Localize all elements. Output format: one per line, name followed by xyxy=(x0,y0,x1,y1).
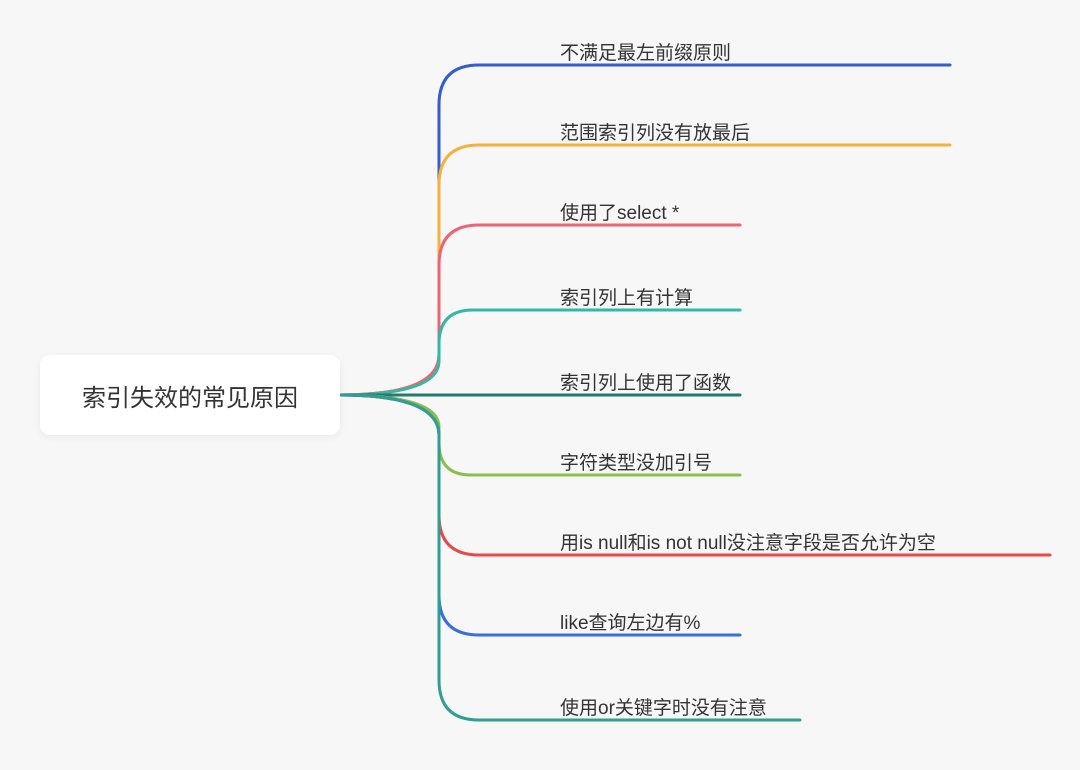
leaf-node: 范围索引列没有放最后 xyxy=(560,118,750,145)
leaf-node: 不满足最左前缀原则 xyxy=(560,38,731,65)
root-node: 索引失效的常见原因 xyxy=(40,355,340,435)
leaf-label: like查询左边有% xyxy=(560,613,700,634)
mindmap-canvas: 索引失效的常见原因 不满足最左前缀原则范围索引列没有放最后使用了select *… xyxy=(0,0,1080,770)
branch-connector xyxy=(340,145,950,395)
leaf-label: 索引列上有计算 xyxy=(560,288,693,309)
leaf-node: 使用or关键字时没有注意 xyxy=(560,693,767,720)
leaf-node: 索引列上使用了函数 xyxy=(560,368,731,395)
leaf-label: 使用了select * xyxy=(560,203,679,224)
leaf-label: 不满足最左前缀原则 xyxy=(560,43,731,64)
leaf-label: 范围索引列没有放最后 xyxy=(560,123,750,144)
branch-connector xyxy=(340,395,740,635)
leaf-node: like查询左边有% xyxy=(560,608,700,635)
leaf-node: 索引列上有计算 xyxy=(560,283,693,310)
leaf-label: 使用or关键字时没有注意 xyxy=(560,698,767,719)
leaf-label: 用is null和is not null没注意字段是否允许为空 xyxy=(560,533,936,554)
leaf-label: 索引列上使用了函数 xyxy=(560,373,731,394)
leaf-label: 字符类型没加引号 xyxy=(560,453,712,474)
branch-connector xyxy=(340,65,950,395)
leaf-node: 用is null和is not null没注意字段是否允许为空 xyxy=(560,528,936,555)
root-label: 索引失效的常见原因 xyxy=(82,378,298,413)
leaf-node: 字符类型没加引号 xyxy=(560,448,712,475)
branch-connector xyxy=(340,395,800,720)
leaf-node: 使用了select * xyxy=(560,198,679,225)
